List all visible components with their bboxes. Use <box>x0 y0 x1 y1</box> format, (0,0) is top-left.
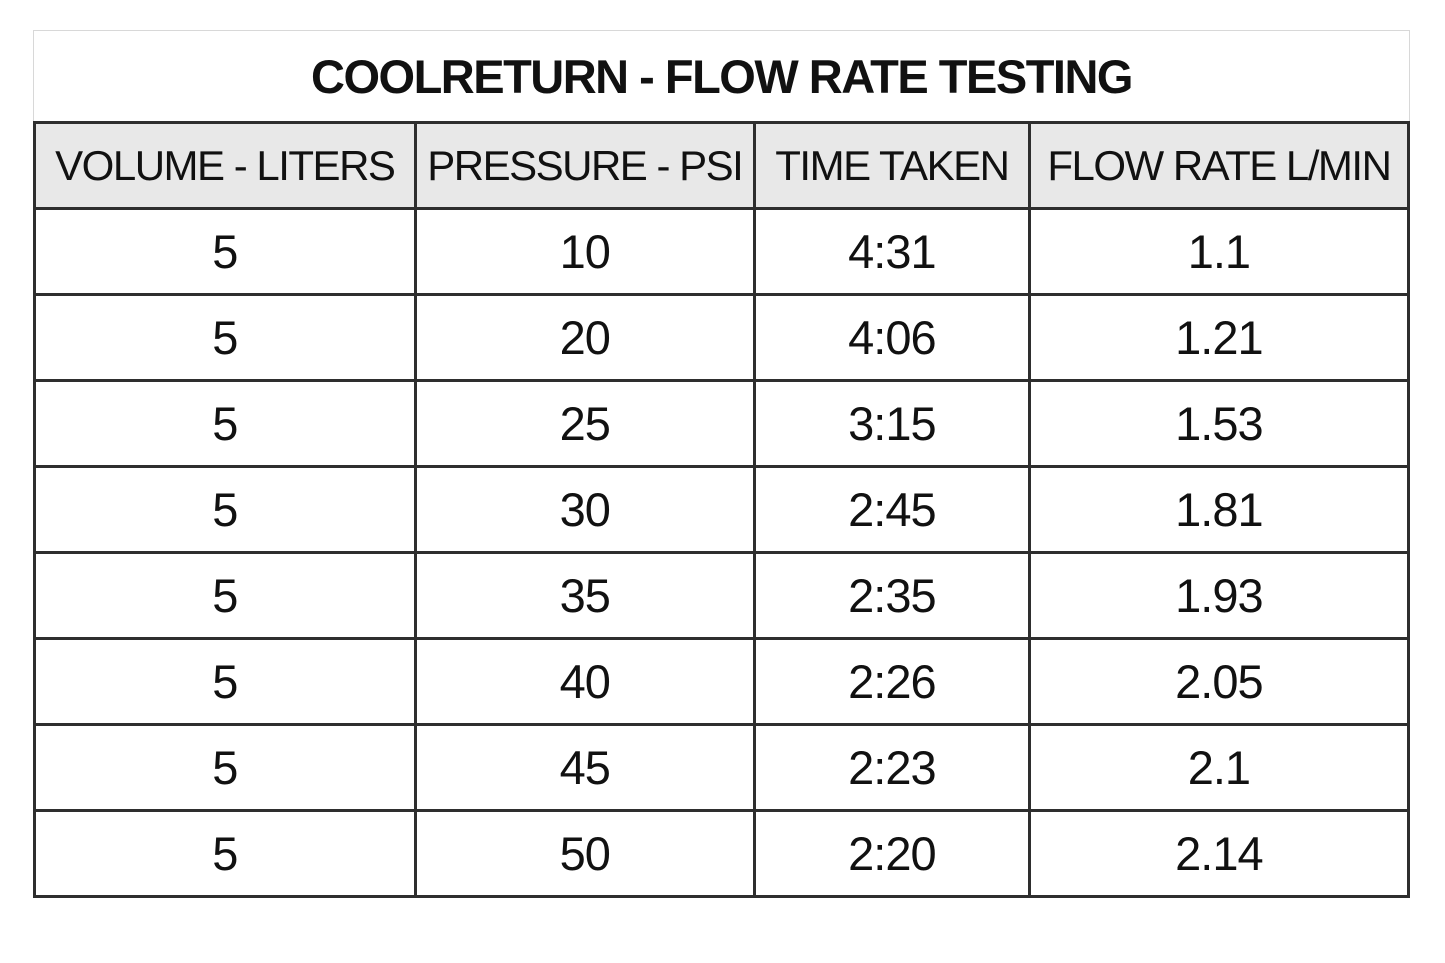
cell-time-taken: 2:45 <box>752 465 1031 554</box>
cell-time-taken: 2:26 <box>752 637 1031 726</box>
table-row: 5 50 2:20 2.14 <box>33 809 1411 898</box>
header-row: VOLUME - LITERS PRESSURE - PSI TIME TAKE… <box>33 121 1411 210</box>
cell-volume: 5 <box>33 809 417 898</box>
cell-pressure: 10 <box>413 207 756 296</box>
cell-pressure: 30 <box>413 465 756 554</box>
cell-volume: 5 <box>33 723 417 812</box>
cell-time-taken: 3:15 <box>752 379 1031 468</box>
cell-time-taken: 4:31 <box>752 207 1031 296</box>
flow-rate-table: VOLUME - LITERS PRESSURE - PSI TIME TAKE… <box>33 121 1411 898</box>
table-title-bar: COOLRETURN - FLOW RATE TESTING <box>33 30 1410 121</box>
cell-volume: 5 <box>33 551 417 640</box>
cell-volume: 5 <box>33 293 417 382</box>
table-row: 5 25 3:15 1.53 <box>33 379 1411 468</box>
cell-time-taken: 2:35 <box>752 551 1031 640</box>
cell-flow-rate: 1.81 <box>1027 465 1411 554</box>
cell-pressure: 25 <box>413 379 756 468</box>
table-row: 5 45 2:23 2.1 <box>33 723 1411 812</box>
flow-rate-testing-sheet: COOLRETURN - FLOW RATE TESTING VOLUME - … <box>33 30 1411 898</box>
cell-time-taken: 2:20 <box>752 809 1031 898</box>
cell-pressure: 45 <box>413 723 756 812</box>
cell-flow-rate: 1.21 <box>1027 293 1411 382</box>
cell-volume: 5 <box>33 465 417 554</box>
cell-pressure: 50 <box>413 809 756 898</box>
table-row: 5 30 2:45 1.81 <box>33 465 1411 554</box>
column-header-flow-rate: FLOW RATE L/MIN <box>1027 121 1411 210</box>
table-row: 5 20 4:06 1.21 <box>33 293 1411 382</box>
table-row: 5 35 2:35 1.93 <box>33 551 1411 640</box>
cell-volume: 5 <box>33 637 417 726</box>
cell-pressure: 35 <box>413 551 756 640</box>
table-row: 5 10 4:31 1.1 <box>33 207 1411 296</box>
cell-flow-rate: 2.1 <box>1027 723 1411 812</box>
cell-pressure: 40 <box>413 637 756 726</box>
cell-flow-rate: 2.05 <box>1027 637 1411 726</box>
cell-flow-rate: 1.93 <box>1027 551 1411 640</box>
cell-pressure: 20 <box>413 293 756 382</box>
cell-time-taken: 2:23 <box>752 723 1031 812</box>
cell-time-taken: 4:06 <box>752 293 1031 382</box>
table-title: COOLRETURN - FLOW RATE TESTING <box>311 49 1133 103</box>
column-header-volume: VOLUME - LITERS <box>33 121 417 210</box>
column-header-pressure: PRESSURE - PSI <box>413 121 756 210</box>
cell-flow-rate: 1.1 <box>1027 207 1411 296</box>
table-row: 5 40 2:26 2.05 <box>33 637 1411 726</box>
cell-volume: 5 <box>33 207 417 296</box>
column-header-time-taken: TIME TAKEN <box>752 121 1031 210</box>
cell-flow-rate: 2.14 <box>1027 809 1411 898</box>
cell-flow-rate: 1.53 <box>1027 379 1411 468</box>
cell-volume: 5 <box>33 379 417 468</box>
